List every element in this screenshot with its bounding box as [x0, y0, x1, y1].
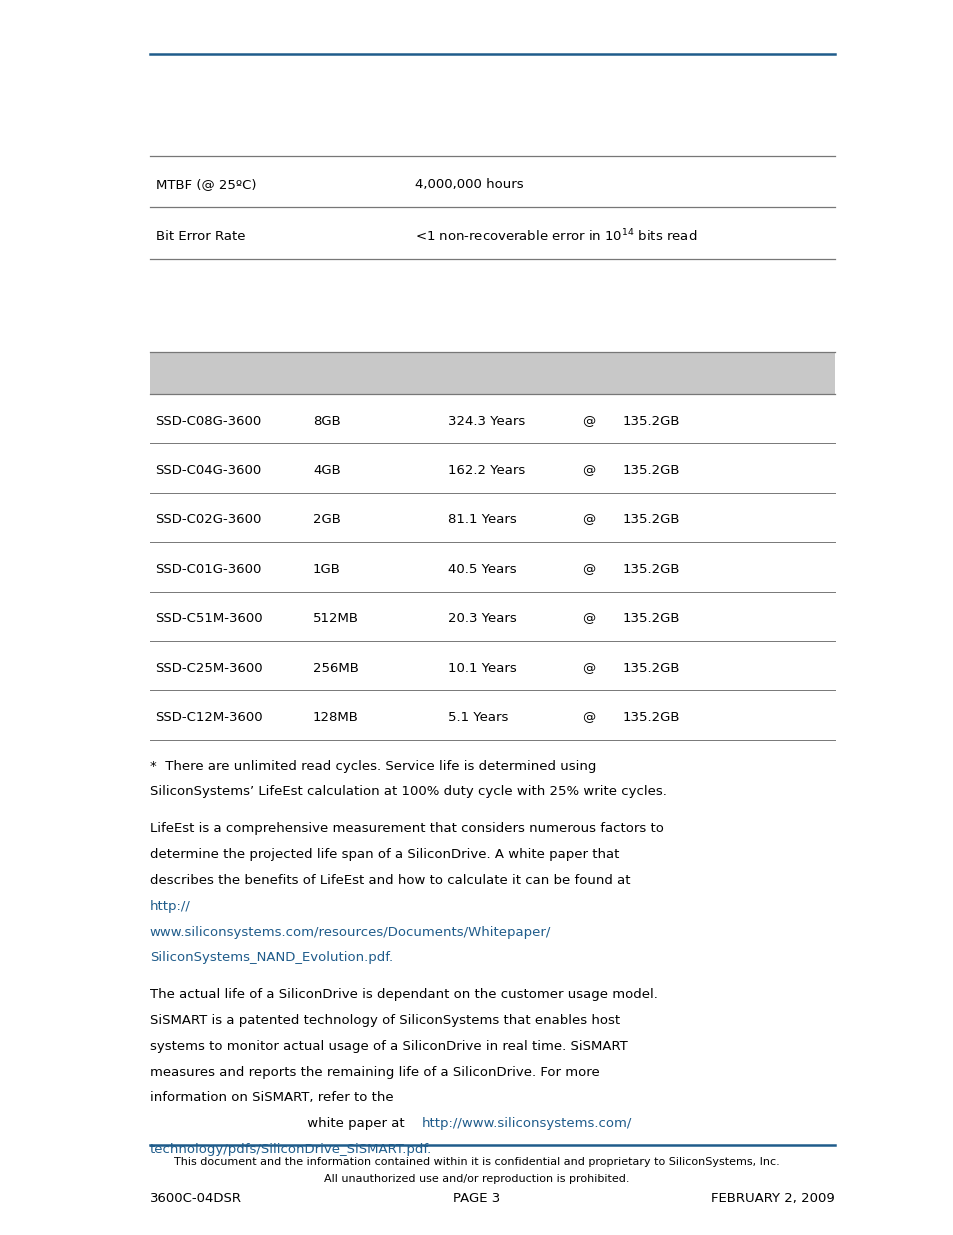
Text: @: @: [581, 464, 595, 477]
Text: @: @: [581, 415, 595, 427]
Text: describes the benefits of LifeEst and how to calculate it can be found at: describes the benefits of LifeEst and ho…: [150, 873, 634, 887]
Text: 3600C-04DSR: 3600C-04DSR: [150, 1192, 241, 1205]
Text: @: @: [581, 514, 595, 526]
Text: 256MB: 256MB: [313, 662, 358, 674]
Text: 135.2GB: 135.2GB: [622, 464, 679, 477]
Text: SSD-C51M-3600: SSD-C51M-3600: [155, 613, 263, 625]
Text: 1GB: 1GB: [313, 563, 340, 576]
Text: 81.1 Years: 81.1 Years: [448, 514, 517, 526]
Text: @: @: [581, 711, 595, 724]
Text: 512MB: 512MB: [313, 613, 358, 625]
Text: SiliconSystems_NAND_Evolution.pdf.: SiliconSystems_NAND_Evolution.pdf.: [150, 951, 393, 965]
Text: 162.2 Years: 162.2 Years: [448, 464, 525, 477]
Text: SSD-C04G-3600: SSD-C04G-3600: [155, 464, 261, 477]
Text: Bit Error Rate: Bit Error Rate: [155, 230, 245, 242]
Text: This document and the information contained within it is confidential and propri: This document and the information contai…: [174, 1157, 779, 1167]
Text: 128MB: 128MB: [313, 711, 358, 724]
Text: 4GB: 4GB: [313, 464, 340, 477]
Text: 324.3 Years: 324.3 Years: [448, 415, 525, 427]
Text: 135.2GB: 135.2GB: [622, 415, 679, 427]
Text: 2GB: 2GB: [313, 514, 340, 526]
Text: 8GB: 8GB: [313, 415, 340, 427]
Text: SiSMART is a patented technology of SiliconSystems that enables host: SiSMART is a patented technology of Sili…: [150, 1014, 619, 1026]
Text: PAGE 3: PAGE 3: [453, 1192, 500, 1205]
Text: SSD-C01G-3600: SSD-C01G-3600: [155, 563, 262, 576]
Text: measures and reports the remaining life of a SiliconDrive. For more: measures and reports the remaining life …: [150, 1066, 598, 1078]
Text: http://: http://: [150, 899, 191, 913]
Text: systems to monitor actual usage of a SiliconDrive in real time. SiSMART: systems to monitor actual usage of a Sil…: [150, 1040, 627, 1052]
Text: SiliconSystems’ LifeEst calculation at 100% duty cycle with 25% write cycles.: SiliconSystems’ LifeEst calculation at 1…: [150, 785, 666, 799]
Text: SSD-C02G-3600: SSD-C02G-3600: [155, 514, 262, 526]
Text: @: @: [581, 563, 595, 576]
Text: 5.1 Years: 5.1 Years: [448, 711, 508, 724]
Text: 40.5 Years: 40.5 Years: [448, 563, 517, 576]
Text: technology/pdfs/SiliconDrive_SiSMART.pdf.: technology/pdfs/SiliconDrive_SiSMART.pdf…: [150, 1144, 432, 1156]
Text: 4,000,000 hours: 4,000,000 hours: [415, 178, 523, 190]
Text: SSD-C12M-3600: SSD-C12M-3600: [155, 711, 263, 724]
Text: @: @: [581, 613, 595, 625]
Text: 135.2GB: 135.2GB: [622, 563, 679, 576]
Text: 135.2GB: 135.2GB: [622, 514, 679, 526]
Text: The actual life of a SiliconDrive is dependant on the customer usage model.: The actual life of a SiliconDrive is dep…: [150, 988, 657, 1000]
Text: SSD-C25M-3600: SSD-C25M-3600: [155, 662, 263, 674]
Text: All unauthorized use and/or reproduction is prohibited.: All unauthorized use and/or reproduction…: [324, 1174, 629, 1184]
Text: white paper at: white paper at: [150, 1118, 408, 1130]
Text: information on SiSMART, refer to the: information on SiSMART, refer to the: [150, 1092, 393, 1104]
Text: 135.2GB: 135.2GB: [622, 613, 679, 625]
Text: FEBRUARY 2, 2009: FEBRUARY 2, 2009: [710, 1192, 834, 1205]
Bar: [150, 352, 834, 394]
Text: SSD-C08G-3600: SSD-C08G-3600: [155, 415, 261, 427]
Text: MTBF (@ 25ºC): MTBF (@ 25ºC): [155, 178, 255, 190]
Text: *  There are unlimited read cycles. Service life is determined using: * There are unlimited read cycles. Servi…: [150, 760, 596, 773]
Text: determine the projected life span of a SiliconDrive. A white paper that: determine the projected life span of a S…: [150, 847, 618, 861]
Text: 20.3 Years: 20.3 Years: [448, 613, 517, 625]
Text: <1 non-recoverable error in 10$^{14}$ bits read: <1 non-recoverable error in 10$^{14}$ bi…: [415, 227, 697, 245]
Text: 135.2GB: 135.2GB: [622, 662, 679, 674]
Text: www.siliconsystems.com/resources/Documents/Whitepaper/: www.siliconsystems.com/resources/Documen…: [150, 925, 551, 939]
Text: http://www.siliconsystems.com/: http://www.siliconsystems.com/: [421, 1118, 632, 1130]
Text: LifeEst is a comprehensive measurement that considers numerous factors to: LifeEst is a comprehensive measurement t…: [150, 821, 663, 835]
Text: 135.2GB: 135.2GB: [622, 711, 679, 724]
Text: 10.1 Years: 10.1 Years: [448, 662, 517, 674]
Text: @: @: [581, 662, 595, 674]
